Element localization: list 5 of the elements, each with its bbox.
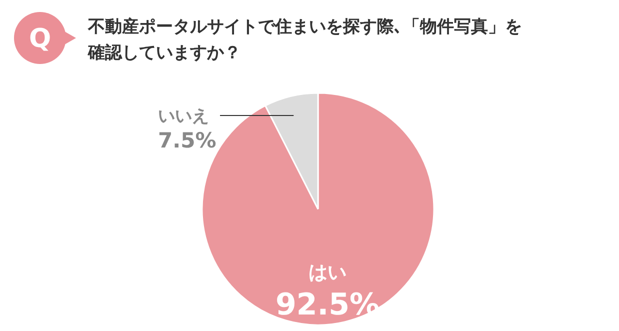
slice-label: はい (308, 261, 346, 284)
data-label: 92.5% (275, 287, 380, 322)
chart-title: 不動産ポータルサイトで住まいを探す際､「物件写真」を確認していますか？ (87, 17, 522, 63)
data-label: 7.5% (158, 128, 216, 152)
slice-label: いいえ (158, 106, 209, 126)
